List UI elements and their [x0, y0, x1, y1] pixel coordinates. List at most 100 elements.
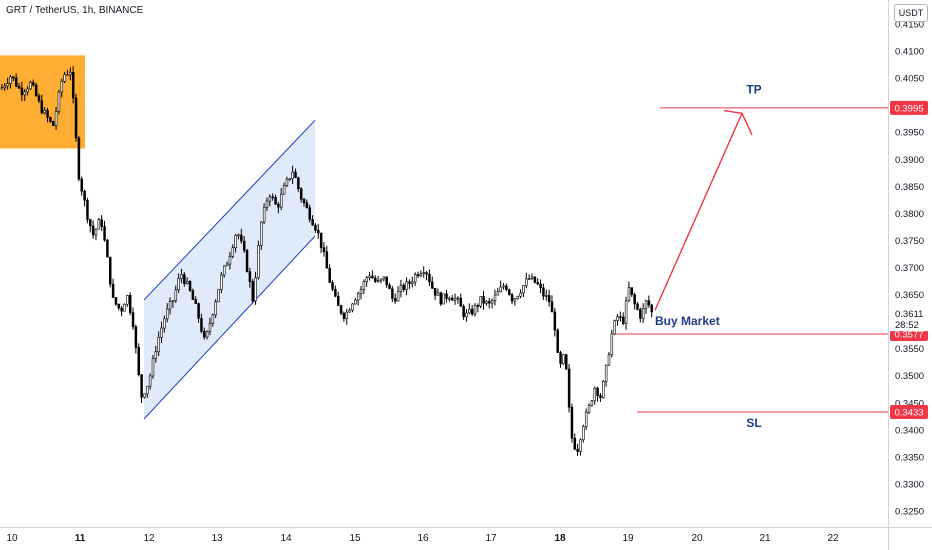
candle-body [354, 299, 357, 305]
candle-body [425, 272, 428, 275]
candle-body [590, 400, 594, 406]
candle-body [428, 273, 431, 283]
candle-body [223, 265, 226, 276]
candle-body [171, 300, 175, 302]
y-tick-label: 0.3700 [895, 263, 924, 274]
candle-body [505, 285, 508, 291]
candle-body [576, 448, 579, 452]
candle-body [251, 281, 255, 302]
candle-body [587, 405, 591, 413]
candle-body [103, 226, 106, 241]
candle-body [408, 281, 411, 285]
candle-body [562, 354, 565, 364]
candle-body [314, 224, 317, 231]
candle-body [616, 316, 619, 321]
candle-body [319, 232, 323, 248]
candle-body [3, 85, 7, 88]
buy-market-label: Buy Market [655, 314, 720, 328]
candle-body [123, 304, 126, 312]
candle-body [579, 439, 582, 452]
candle-body [570, 406, 574, 439]
candle-body [488, 301, 491, 304]
candle-body [650, 304, 653, 313]
candle-body [228, 256, 232, 265]
candle-body [436, 292, 440, 296]
candle-body [556, 329, 559, 353]
candle-body [596, 387, 599, 396]
candle-body [359, 288, 363, 294]
symbol-title: GRT / TetherUS, 1h, BINANCE [6, 5, 144, 16]
candle-body [183, 274, 186, 284]
candle-body [57, 91, 61, 112]
candle-body [311, 219, 314, 226]
candle-body [510, 294, 514, 302]
candle-body [459, 297, 463, 307]
candle-body [639, 309, 642, 319]
candle-body [356, 293, 360, 301]
candle-body [553, 311, 557, 331]
candle-body [470, 308, 474, 315]
candle-body [362, 281, 366, 290]
candle-body [26, 88, 29, 93]
candle-body [97, 219, 101, 230]
candle-body [80, 178, 84, 192]
candle-body [12, 76, 15, 79]
candle-body [194, 299, 198, 304]
candle-body [331, 282, 334, 290]
candle-body [476, 305, 480, 307]
candle-body [111, 283, 115, 298]
candle-body [624, 300, 628, 324]
candle-body [599, 395, 602, 399]
y-tick-label: 0.4100 [895, 47, 924, 58]
y-tick-label: 0.3450 [895, 398, 924, 409]
candle-body [234, 235, 237, 249]
candle-body [439, 292, 443, 305]
candle-body [345, 311, 349, 319]
x-tick-label: 12 [143, 533, 155, 544]
candle-body [405, 281, 408, 290]
candle-body [14, 77, 18, 87]
candle-body [46, 110, 49, 118]
candle-body [66, 74, 69, 76]
candle-body [433, 287, 437, 296]
candle-body [188, 281, 192, 291]
candle-body [262, 206, 266, 223]
y-tick-label: 0.3550 [895, 344, 924, 355]
candle-body [285, 178, 289, 186]
y-tick-label: 0.3300 [895, 479, 924, 490]
candle-body [114, 297, 118, 305]
candle-body [157, 337, 160, 353]
candle-body [163, 318, 166, 329]
candle-body [647, 300, 651, 306]
tp-price-tag-text: 0.3995 [894, 103, 923, 114]
candle-body [40, 100, 44, 114]
candle-body [342, 312, 346, 319]
candle-body [29, 82, 32, 90]
candle-body [371, 275, 374, 279]
candle-body [291, 171, 294, 180]
candle-body [593, 387, 596, 402]
candle-body [91, 225, 95, 236]
candle-body [69, 72, 72, 75]
y-tick-label: 0.3250 [895, 507, 924, 518]
y-tick-label: 0.3350 [895, 452, 924, 463]
candle-body [479, 296, 482, 307]
candle-body [536, 282, 539, 285]
x-tick-label: 14 [280, 533, 292, 544]
candle-body [485, 301, 488, 304]
candle-body [106, 239, 109, 258]
currency-button[interactable]: USDT [894, 4, 928, 22]
candle-body [225, 263, 229, 267]
candle-body [268, 196, 272, 202]
y-tick-label: 0.4050 [895, 74, 924, 85]
candle-body [23, 91, 26, 96]
candle-body [297, 177, 300, 189]
candle-body [559, 352, 562, 364]
candle-body [619, 316, 622, 318]
candle-body [37, 95, 41, 102]
candle-body [154, 351, 158, 359]
last-price-tag: 0.3611 [895, 309, 923, 320]
candle-body [208, 323, 212, 332]
candle-body [220, 274, 223, 290]
